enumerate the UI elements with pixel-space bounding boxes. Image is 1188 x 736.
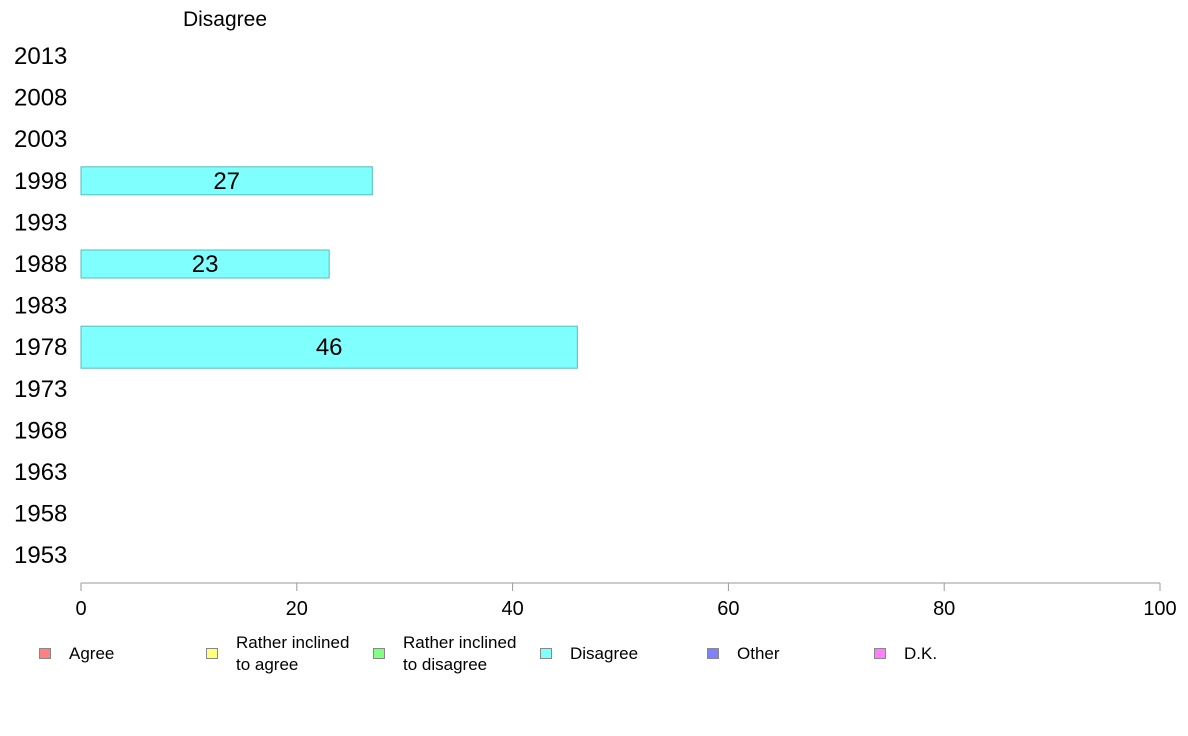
y-tick-label: 1958 xyxy=(14,501,67,528)
x-tick-label: 40 xyxy=(501,598,523,620)
bar xyxy=(80,325,578,369)
y-tick-label: 2008 xyxy=(14,85,67,112)
x-tick-label: 60 xyxy=(717,598,739,620)
legend-label: Agree xyxy=(69,644,115,663)
y-tick-label: 1983 xyxy=(14,293,67,320)
legend-label: Rather inclined to agree xyxy=(236,633,350,674)
y-tick-label: 1963 xyxy=(14,459,67,486)
y-tick-label: 2003 xyxy=(14,126,67,153)
y-tick-label: 1953 xyxy=(14,542,67,569)
y-tick-label: 1978 xyxy=(14,334,67,361)
legend: Agree Rather inclined to agree Rather incl… xyxy=(0,632,1188,682)
x-tick-label: 20 xyxy=(286,598,308,620)
chart-title: Disagree xyxy=(183,8,267,31)
x-tick-label: 0 xyxy=(75,598,86,620)
bar-value-label: 23 xyxy=(192,251,219,278)
legend-label: Disagree xyxy=(570,644,639,663)
legend-swatch xyxy=(874,648,886,659)
legend-swatch xyxy=(39,648,51,659)
bar xyxy=(80,249,330,279)
x-tick-label: 80 xyxy=(933,598,955,620)
y-tick-label: 1998 xyxy=(14,168,67,195)
bar xyxy=(80,166,373,196)
legend-swatch xyxy=(707,648,719,659)
legend-label: D.K. xyxy=(904,644,938,663)
bar-value-label: 27 xyxy=(213,168,240,195)
bar-chart: Disagree 27 23 46 2013 2008 2003 1998 1993 1988… xyxy=(14,8,1177,620)
legend-label: Rather inclined to disagree xyxy=(403,633,517,674)
bar-value-label: 46 xyxy=(316,334,343,361)
x-tick-label: 100 xyxy=(1143,598,1176,620)
y-tick-label: 1993 xyxy=(14,209,67,236)
legend-swatch xyxy=(540,648,552,659)
legend-label: Other xyxy=(737,644,780,663)
y-tick-label: 2013 xyxy=(14,43,67,70)
y-tick-label: 1988 xyxy=(14,251,67,278)
legend-swatch xyxy=(373,648,385,659)
legend-swatch xyxy=(206,648,218,659)
y-tick-label: 1968 xyxy=(14,417,67,444)
y-tick-label: 1973 xyxy=(14,376,67,403)
